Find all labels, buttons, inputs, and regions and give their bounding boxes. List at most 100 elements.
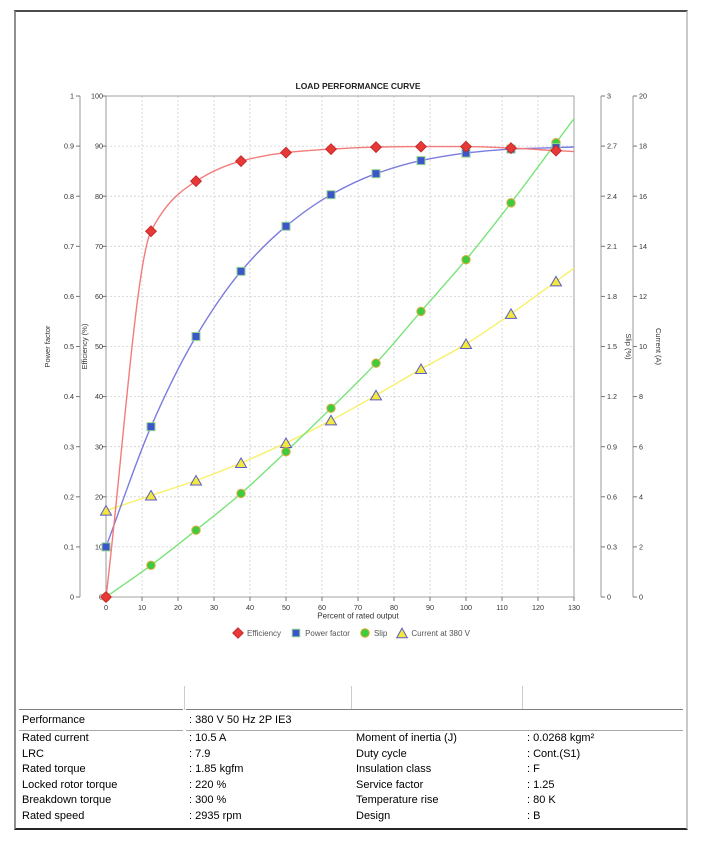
spec-label: Temperature rise [356,794,439,807]
svg-text:2.1: 2.1 [607,242,617,251]
axis-title-slip: Slip (%) [624,333,633,360]
legend-label: Power factor [305,628,350,638]
svg-text:12: 12 [639,292,647,301]
svg-text:30: 30 [210,603,218,612]
svg-text:3: 3 [607,92,611,101]
svg-text:0.6: 0.6 [64,292,74,301]
spec-row: LRC: 7.9 Duty cycle: Cont.(S1) [19,747,683,763]
svg-text:20: 20 [639,92,647,101]
diamond-marker-icon [232,627,244,639]
series-markers-efficiency [99,140,563,604]
column-separator [184,686,185,710]
column-separator [522,686,523,710]
svg-text:2.4: 2.4 [607,192,617,201]
legend-item-slip: Slip [359,627,387,639]
spec-value: : Cont.(S1) [527,747,581,760]
svg-text:130: 130 [568,603,580,612]
axis-title-current: Current (A) [654,328,663,366]
svg-text:110: 110 [496,603,507,612]
legend-item-power_factor: Power factor [290,627,350,639]
spec-value: : 300 % [189,794,227,807]
series-markers-power_factor [101,143,561,552]
svg-text:0: 0 [70,593,74,602]
svg-text:16: 16 [639,192,647,201]
spec-row: Breakdown torque: 300 % Temperature rise:… [19,793,683,809]
axis-power_factor: 0 0.1 0.2 0.3 0.4 0.5 0.6 0.7 0.8 0.9 1 Power facto… [43,92,81,602]
svg-text:0.2: 0.2 [64,492,74,501]
svg-text:8: 8 [639,392,643,401]
gridlines [106,96,574,597]
spec-row: Rated current: 10.5 A Moment of inertia (… [19,731,683,747]
svg-text:0.7: 0.7 [64,242,74,251]
spec-value: : 10.5 A [189,732,227,744]
svg-text:0.3: 0.3 [64,442,74,451]
spec-value: : 1.85 kgfm [189,763,244,776]
spec-value: : 2935 rpm [189,809,242,822]
svg-text:0.3: 0.3 [607,543,617,552]
svg-text:20: 20 [95,492,103,501]
svg-text:0.8: 0.8 [64,192,74,201]
svg-text:10: 10 [138,603,146,612]
axis-efficiency: 0102030405060708090100Efficiency (%) [80,92,107,602]
svg-text:1: 1 [70,92,74,101]
axis-title-efficiency: Efficiency (%) [80,323,89,369]
spec-value-performance: : 380 V 50 Hz 2P IE3 [186,709,684,731]
legend-label: Current at 380 V [411,628,471,638]
svg-text:60: 60 [318,603,326,612]
svg-text:0.1: 0.1 [64,543,74,552]
series-markers-current [99,275,563,516]
legend-label: Slip [373,628,388,638]
svg-text:20: 20 [174,603,182,612]
svg-text:80: 80 [95,192,103,201]
spec-table: Performance : 380 V 50 Hz 2P IE3 Rated c… [16,709,686,825]
svg-text:40: 40 [95,392,103,401]
spec-label: Breakdown torque [22,794,112,807]
svg-text:2: 2 [639,543,643,552]
svg-text:50: 50 [282,603,290,612]
svg-text:0: 0 [607,593,611,602]
spec-label: Design [356,809,391,822]
spec-row: Rated torque: 1.85 kgfm Insulation class:… [19,762,683,778]
svg-text:6: 6 [639,442,643,451]
svg-text:0: 0 [104,603,108,612]
series-markers-slip [101,138,561,602]
spec-value: : 7.9 [189,747,211,760]
spec-row-performance: Performance : 380 V 50 Hz 2P IE3 [19,709,684,731]
legend-item-efficiency: Efficiency [232,627,281,639]
triangle-marker-icon [396,627,409,639]
svg-text:100: 100 [460,603,472,612]
svg-text:0.9: 0.9 [64,142,74,151]
spec-label-performance: Performance [19,709,183,731]
svg-text:14: 14 [639,242,647,251]
spec-row: Rated speed : 2935 rpm Design : B [19,809,683,825]
svg-text:1.8: 1.8 [607,292,617,301]
legend-item-current: Current at 380 V [396,627,470,639]
axis-slip: 0 0.3 0.6 0.9 1.2 1.5 1.8 2.1 2.4 2.7 3 Slip (%) [600,92,633,602]
svg-text:90: 90 [95,142,103,151]
svg-text:40: 40 [246,603,254,612]
chart-legend: Efficiency Power factor Slip Current at 380… [16,627,686,639]
axis-title-power_factor: Power factor [43,325,52,368]
series-line-current [105,267,575,512]
svg-text:0.9: 0.9 [607,442,617,451]
spec-value: : B [527,809,541,822]
spec-label: Duty cycle [356,747,407,760]
spec-label: Rated speed [22,809,85,822]
spec-label: Locked rotor torque [22,778,118,791]
circle-marker-icon [360,628,370,638]
spec-value: : 220 % [189,778,227,791]
svg-text:80: 80 [390,603,398,612]
svg-text:18: 18 [639,142,647,151]
svg-text:4: 4 [639,492,643,501]
svg-text:50: 50 [95,342,103,351]
svg-text:1.5: 1.5 [607,342,617,351]
svg-text:70: 70 [95,242,103,251]
svg-text:0.5: 0.5 [64,342,74,351]
spec-label: Service factor [356,778,424,791]
axis-current: 0 2 4 6 8 10 12 14 16 18 20 Current (A) [632,92,663,602]
svg-text:0.6: 0.6 [607,492,617,501]
svg-text:1.2: 1.2 [607,392,617,401]
svg-text:100: 100 [91,92,103,101]
